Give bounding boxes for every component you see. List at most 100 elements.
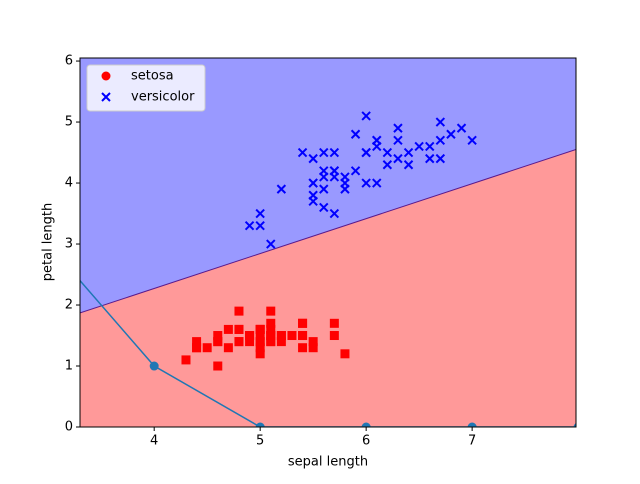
point (329, 172, 340, 182)
point (319, 184, 329, 194)
point (276, 184, 287, 194)
point (202, 343, 212, 353)
point (393, 153, 403, 164)
point (308, 196, 318, 207)
point (223, 324, 233, 334)
point (255, 208, 265, 219)
point (234, 324, 244, 334)
x-tick-label: 7 (468, 434, 476, 449)
point (361, 178, 371, 188)
point (393, 135, 403, 146)
line (80, 279, 576, 427)
point (372, 178, 382, 188)
point (297, 147, 308, 158)
point (425, 153, 435, 164)
x-axis-label: sepal length (288, 455, 368, 470)
point (350, 129, 361, 139)
point (308, 337, 318, 347)
point (403, 147, 414, 158)
point (319, 202, 329, 213)
point (255, 422, 265, 427)
point (382, 147, 393, 158)
point (266, 318, 276, 328)
point (329, 318, 339, 328)
point (372, 141, 382, 152)
point (255, 337, 265, 347)
point (414, 141, 424, 152)
point (308, 178, 318, 188)
y-tick-label: 6 (65, 54, 73, 69)
point (329, 147, 340, 158)
x-tick-label: 5 (256, 434, 264, 449)
point (382, 160, 393, 170)
point (255, 221, 265, 231)
point (425, 141, 435, 152)
point (245, 337, 255, 347)
point (350, 166, 361, 176)
point (266, 306, 276, 316)
legend-marker (101, 92, 111, 102)
point (456, 123, 467, 133)
point (319, 166, 329, 176)
point (340, 349, 350, 359)
point (213, 331, 223, 341)
point (213, 361, 223, 371)
point (234, 306, 244, 316)
plot-area (80, 58, 576, 427)
point (192, 343, 202, 353)
point (298, 318, 308, 328)
point (223, 343, 233, 353)
point (435, 135, 446, 146)
point (361, 147, 371, 158)
point (276, 337, 286, 347)
y-tick-label: 2 (65, 298, 73, 313)
point (276, 331, 286, 341)
point (234, 337, 244, 347)
point (255, 331, 265, 341)
legend-label: versicolor (131, 90, 195, 105)
x-tick-label: 6 (362, 434, 370, 449)
y-tick-label: 5 (65, 115, 73, 130)
region-lower (80, 149, 576, 427)
point (298, 343, 308, 353)
y-tick-label: 1 (65, 359, 73, 374)
point (255, 349, 265, 359)
point (298, 331, 308, 341)
point (255, 343, 265, 353)
point (244, 221, 255, 231)
point (446, 129, 456, 139)
point (435, 153, 446, 164)
point (181, 355, 191, 365)
y-tick-label: 3 (65, 237, 73, 252)
point (287, 331, 297, 341)
point (266, 324, 276, 334)
y-tick-label: 0 (65, 420, 73, 435)
legend-box (86, 64, 206, 112)
x-tick-label: 4 (150, 434, 158, 449)
legend: setosa versicolor (86, 64, 206, 112)
point (255, 324, 265, 334)
point (308, 153, 318, 164)
y-axis-label: petal length (41, 203, 56, 282)
point (340, 178, 350, 188)
point (329, 208, 340, 219)
point (266, 331, 276, 341)
point (245, 331, 255, 341)
point (213, 337, 223, 347)
point (467, 422, 477, 427)
point (319, 147, 329, 158)
point (361, 111, 371, 121)
point (266, 337, 276, 347)
point (308, 343, 318, 353)
point (573, 423, 576, 427)
y-tick-label: 4 (65, 176, 73, 191)
legend-label: setosa (131, 69, 174, 84)
point (361, 422, 371, 427)
point (149, 361, 159, 371)
point (467, 135, 477, 146)
point (329, 331, 339, 341)
point (266, 239, 276, 249)
point (435, 117, 446, 127)
axes-frame (79, 57, 577, 428)
